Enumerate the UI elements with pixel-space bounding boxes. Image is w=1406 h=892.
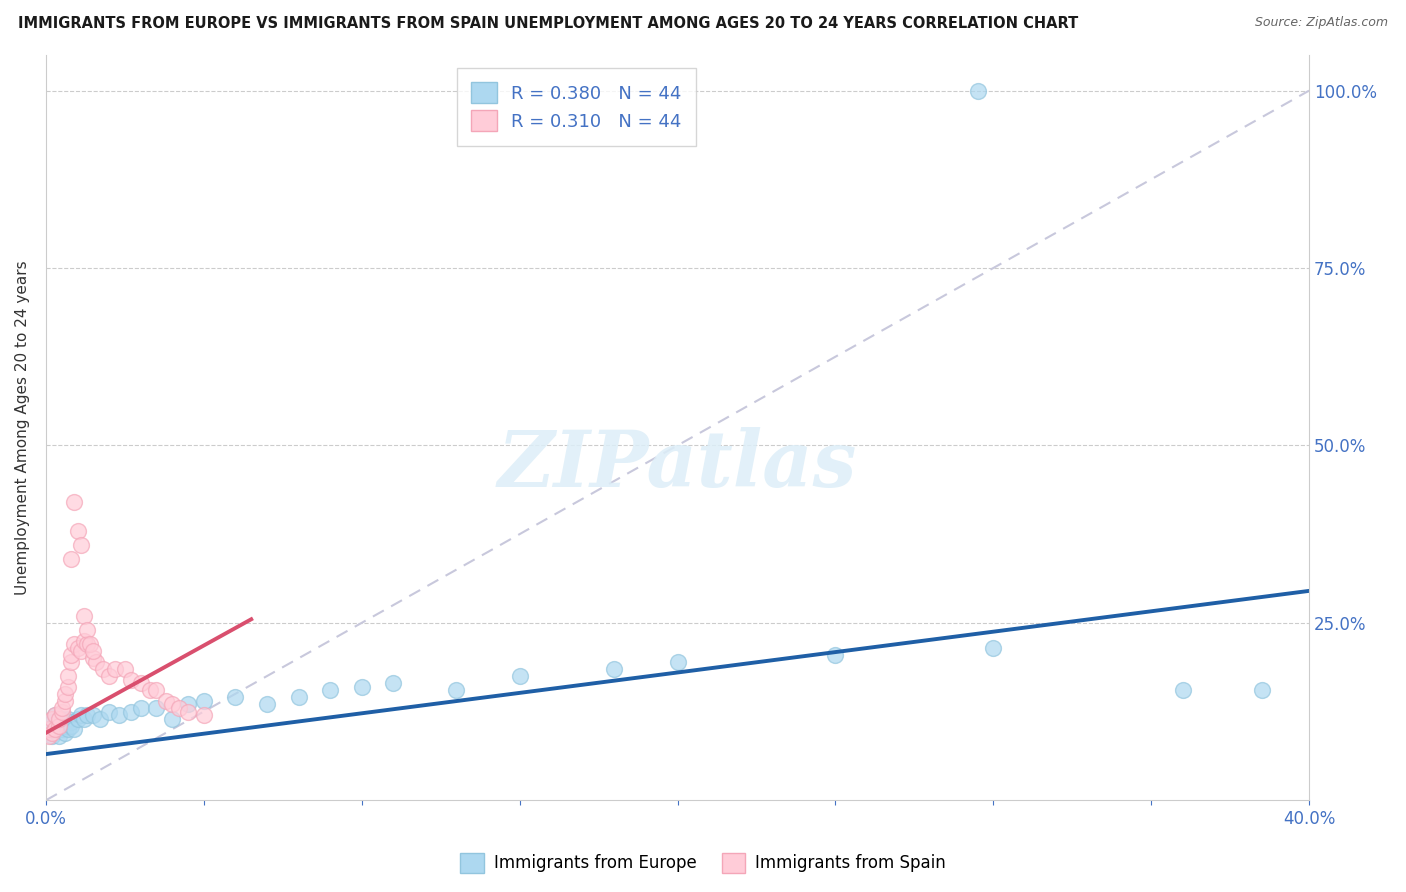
Point bbox=[51, 701, 73, 715]
Point bbox=[193, 708, 215, 723]
Point bbox=[509, 669, 531, 683]
Point bbox=[56, 680, 79, 694]
Point bbox=[63, 723, 86, 737]
Point bbox=[82, 651, 104, 665]
Point bbox=[256, 698, 278, 712]
Point bbox=[129, 676, 152, 690]
Point bbox=[56, 712, 79, 726]
Point bbox=[53, 719, 76, 733]
Point bbox=[48, 715, 70, 730]
Point bbox=[145, 701, 167, 715]
Point bbox=[603, 662, 626, 676]
Point bbox=[382, 676, 405, 690]
Point bbox=[44, 708, 66, 723]
Point bbox=[51, 723, 73, 737]
Point bbox=[981, 640, 1004, 655]
Point bbox=[51, 705, 73, 719]
Point bbox=[63, 495, 86, 509]
Point bbox=[38, 723, 60, 737]
Point bbox=[73, 633, 96, 648]
Point bbox=[69, 644, 91, 658]
Point bbox=[38, 723, 60, 737]
Point bbox=[98, 705, 121, 719]
Point bbox=[1171, 683, 1194, 698]
Point bbox=[666, 655, 689, 669]
Point bbox=[60, 715, 83, 730]
Point bbox=[129, 701, 152, 715]
Point bbox=[177, 698, 200, 712]
Point bbox=[44, 723, 66, 737]
Point bbox=[56, 723, 79, 737]
Point bbox=[966, 84, 988, 98]
Point bbox=[446, 683, 468, 698]
Point bbox=[82, 644, 104, 658]
Point bbox=[120, 673, 142, 687]
Point bbox=[120, 705, 142, 719]
Point bbox=[60, 552, 83, 566]
Point bbox=[41, 715, 63, 730]
Point bbox=[177, 705, 200, 719]
Point bbox=[41, 730, 63, 744]
Point bbox=[66, 524, 89, 538]
Point bbox=[350, 680, 373, 694]
Point bbox=[104, 662, 127, 676]
Point bbox=[66, 640, 89, 655]
Point bbox=[91, 662, 114, 676]
Point bbox=[1250, 683, 1272, 698]
Legend: R = 0.380   N = 44, R = 0.310   N = 44: R = 0.380 N = 44, R = 0.310 N = 44 bbox=[457, 68, 696, 145]
Point bbox=[41, 726, 63, 740]
Point bbox=[38, 730, 60, 744]
Point bbox=[107, 708, 129, 723]
Point bbox=[76, 708, 98, 723]
Point bbox=[48, 719, 70, 733]
Point bbox=[114, 662, 136, 676]
Point bbox=[76, 637, 98, 651]
Point bbox=[145, 683, 167, 698]
Point bbox=[53, 694, 76, 708]
Point bbox=[53, 687, 76, 701]
Point bbox=[155, 694, 177, 708]
Point bbox=[167, 701, 190, 715]
Point bbox=[193, 694, 215, 708]
Point bbox=[98, 669, 121, 683]
Point bbox=[319, 683, 342, 698]
Point bbox=[53, 726, 76, 740]
Point bbox=[51, 712, 73, 726]
Point bbox=[60, 655, 83, 669]
Point bbox=[69, 708, 91, 723]
Point bbox=[89, 712, 111, 726]
Point bbox=[48, 712, 70, 726]
Point bbox=[287, 690, 309, 705]
Point bbox=[162, 698, 184, 712]
Point bbox=[139, 683, 162, 698]
Point bbox=[48, 730, 70, 744]
Point bbox=[824, 648, 846, 662]
Point bbox=[63, 637, 86, 651]
Text: ZIPatlas: ZIPatlas bbox=[498, 426, 858, 503]
Point bbox=[69, 538, 91, 552]
Legend: Immigrants from Europe, Immigrants from Spain: Immigrants from Europe, Immigrants from … bbox=[454, 847, 952, 880]
Point bbox=[44, 723, 66, 737]
Point bbox=[76, 623, 98, 637]
Point bbox=[86, 655, 108, 669]
Text: Source: ZipAtlas.com: Source: ZipAtlas.com bbox=[1254, 16, 1388, 29]
Point bbox=[66, 712, 89, 726]
Text: IMMIGRANTS FROM EUROPE VS IMMIGRANTS FROM SPAIN UNEMPLOYMENT AMONG AGES 20 TO 24: IMMIGRANTS FROM EUROPE VS IMMIGRANTS FRO… bbox=[18, 16, 1078, 31]
Point bbox=[82, 708, 104, 723]
Point bbox=[60, 719, 83, 733]
Y-axis label: Unemployment Among Ages 20 to 24 years: Unemployment Among Ages 20 to 24 years bbox=[15, 260, 30, 595]
Point bbox=[224, 690, 246, 705]
Point bbox=[56, 669, 79, 683]
Point bbox=[79, 637, 101, 651]
Point bbox=[162, 712, 184, 726]
Point bbox=[60, 648, 83, 662]
Point bbox=[44, 708, 66, 723]
Point bbox=[73, 608, 96, 623]
Point bbox=[41, 712, 63, 726]
Point bbox=[73, 712, 96, 726]
